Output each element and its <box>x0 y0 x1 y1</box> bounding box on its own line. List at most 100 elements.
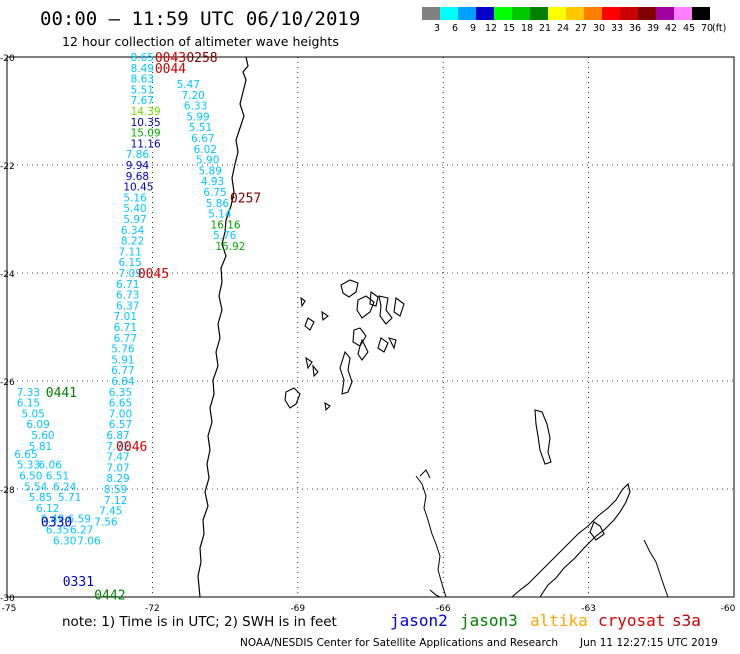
swh-value-label: 4.93 <box>201 176 224 188</box>
footer-note: note: 1) Time is in UTC; 2) SWH is in fe… <box>62 614 337 630</box>
longitude-label: -63 <box>581 604 596 614</box>
latitude-label: -24 <box>0 270 15 280</box>
swh-value-label: 7.00 <box>109 408 132 420</box>
legend-bin-label: 24 <box>557 23 569 34</box>
latitude-label: -20 <box>0 54 15 64</box>
swh-value-label: 5.14 <box>208 209 232 221</box>
swh-value-label: 6.50 <box>19 471 42 483</box>
swh-value-label: 7.09 <box>118 268 141 280</box>
swh-value-label: 6.27 <box>70 525 93 537</box>
swh-value-label: 5.86 <box>206 198 230 210</box>
swh-value-label: 6.35 <box>109 387 132 399</box>
pass-time-label: 0331 <box>63 575 94 590</box>
legend-bin-label: 36 <box>629 23 641 34</box>
swh-value-label: 7.33 <box>17 387 40 399</box>
swh-value-label: 8.65 <box>131 52 154 64</box>
swh-value-label: 7.72 <box>106 441 129 453</box>
swh-value-label: 5.97 <box>123 214 146 226</box>
legend-bin-label: 27 <box>575 23 587 34</box>
swh-value-label: 6.84 <box>111 376 135 388</box>
legend-swatch <box>530 7 548 20</box>
swh-value-label: 6.15 <box>118 257 141 269</box>
latitude-label: -22 <box>0 162 15 172</box>
swh-value-label: 6.30 <box>53 535 76 547</box>
swh-value-label: 7.86 <box>126 149 150 161</box>
swh-value-label: 5.16 <box>123 192 147 204</box>
swh-value-label: 6.24 <box>53 481 77 493</box>
lat-lon-grid: -20 -22 -24 -26 -28 -30-75 -72 -69 -66 -63 -60 <box>0 54 736 614</box>
legend-bin-label: 42 <box>665 23 677 34</box>
swh-value-label: 6.49 <box>41 514 64 526</box>
swh-value-label: 6.87 <box>106 430 129 442</box>
swh-value-label: 6.09 <box>26 419 49 431</box>
swh-value-label: 14.39 <box>131 106 161 118</box>
legend-swatch <box>584 7 602 20</box>
swh-value-label: 7.07 <box>106 462 129 474</box>
pass-time-label: 0258 <box>186 51 217 66</box>
satellite-name: jason3 <box>460 611 518 630</box>
longitude-label: -66 <box>436 604 451 614</box>
swh-value-label: 5.54 <box>24 481 48 493</box>
swh-value-label: 5.76 <box>111 344 135 356</box>
swh-value-label: 6.73 <box>116 290 139 302</box>
legend-swatch <box>458 7 476 20</box>
pass-time-label: 0442 <box>94 588 125 603</box>
longitude-label: -60 <box>721 604 736 614</box>
swh-value-label: 10.45 <box>123 182 153 194</box>
legend-swatch <box>674 7 692 20</box>
eastern-lake-outline <box>534 409 552 465</box>
swh-value-label: 7.12 <box>104 495 127 507</box>
legend-bin-label: 30 <box>593 23 605 34</box>
swh-value-label: 6.77 <box>114 333 137 345</box>
swh-value-label: 8.22 <box>121 236 144 248</box>
pass-time-label: 0043 <box>155 51 186 66</box>
swh-value-label: 8.63 <box>131 74 154 86</box>
pass-time-label: 0045 <box>138 267 169 282</box>
swh-value-label: 5.33 <box>17 460 40 472</box>
satellite-name: jason2 <box>390 611 448 630</box>
swh-value-label: 6.65 <box>109 398 132 410</box>
swh-value-label: 6.59 <box>68 514 91 526</box>
legend-swatch <box>548 7 566 20</box>
pass-time-label: 0330 <box>41 515 72 530</box>
legend-bin-label: 15 <box>503 23 515 34</box>
swh-value-label: 7.06 <box>77 535 101 547</box>
pass-time-label: 0441 <box>46 386 77 401</box>
pass-time-label: 0257 <box>230 191 261 206</box>
swh-value-label: 6.34 <box>121 225 145 237</box>
swh-value-label: 7.20 <box>181 90 204 102</box>
island-outline <box>284 279 405 412</box>
south-eastern-coast <box>429 482 631 598</box>
swh-value-label: 6.75 <box>203 187 226 199</box>
swh-value-label: 5.51 <box>131 84 154 96</box>
swh-value-label: 8.29 <box>106 473 129 485</box>
latitude-label: -28 <box>0 486 15 496</box>
swh-value-label: 11.16 <box>131 138 161 150</box>
swh-value-label: 15.92 <box>215 241 245 253</box>
swh-value-label: 6.37 <box>116 300 139 312</box>
swh-value-label: 6.77 <box>111 365 134 377</box>
color-legend: 3 6 9 12 15 18 21 24 27 30 33 36 39 42 45 70(ft) <box>422 7 726 34</box>
legend-unit: (ft) <box>712 23 726 34</box>
swh-value-label: 7.67 <box>131 95 154 107</box>
legend-bin-label: 3 <box>434 23 440 34</box>
satellite-name: s3a <box>672 611 701 630</box>
swh-value-label: 6.02 <box>194 144 217 156</box>
legend-swatch <box>638 7 656 20</box>
swh-value-label: 8.59 <box>104 484 127 496</box>
pass-time-label: 0044 <box>155 62 186 77</box>
swh-value-label: 7.56 <box>94 516 118 528</box>
swh-value-label: 5.71 <box>58 492 81 504</box>
swh-value-label: 6.06 <box>39 460 63 472</box>
legend-swatch <box>692 7 710 20</box>
satellite-legend: jason2 jason3 altika cryosat s3a <box>390 611 701 630</box>
map-subtitle: 12 hour collection of altimeter wave hei… <box>62 34 339 49</box>
swh-value-label: 6.33 <box>184 101 207 113</box>
swh-value-label: 6.35 <box>46 525 69 537</box>
legend-swatch <box>494 7 512 20</box>
swh-value-label: 6.51 <box>46 471 69 483</box>
legend-bin-label: 39 <box>647 23 659 34</box>
swh-value-label: 5.91 <box>111 354 134 366</box>
